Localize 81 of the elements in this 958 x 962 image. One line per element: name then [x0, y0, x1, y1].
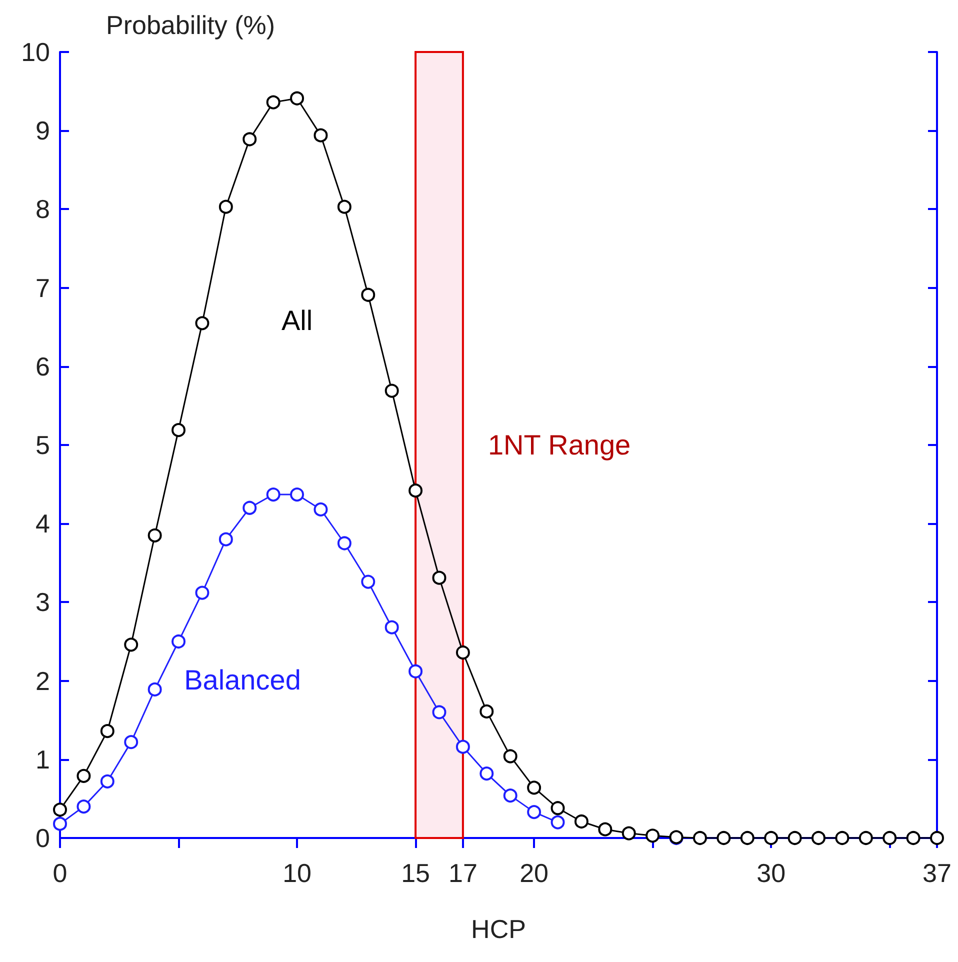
point	[550, 801, 565, 816]
point	[480, 704, 494, 718]
point	[100, 724, 114, 738]
point	[337, 536, 352, 550]
point	[290, 91, 304, 106]
x-tick-label: 20	[520, 858, 549, 888]
point	[195, 586, 210, 600]
point	[788, 831, 802, 845]
point	[384, 384, 399, 398]
point	[218, 532, 233, 546]
y-tick-label: 7	[36, 272, 50, 303]
point	[384, 620, 399, 634]
y-tick-label: 8	[36, 194, 50, 224]
point	[550, 815, 565, 830]
point	[100, 774, 114, 788]
point	[172, 423, 186, 438]
point	[598, 822, 612, 836]
x-tick-label: 10	[282, 858, 312, 888]
point	[148, 528, 162, 542]
point	[432, 705, 446, 720]
point	[930, 831, 944, 845]
point	[218, 200, 233, 214]
point	[242, 132, 257, 146]
point	[76, 800, 91, 814]
y-tick-label: 2	[36, 666, 50, 696]
y-tick-label: 1	[36, 744, 50, 774]
y-tick-label: 6	[36, 351, 50, 382]
point	[314, 502, 328, 516]
point	[242, 500, 257, 515]
x-axis-title: HCP	[471, 914, 526, 944]
point	[124, 735, 138, 750]
point	[906, 831, 920, 845]
point	[740, 831, 754, 845]
point	[692, 831, 707, 845]
point	[527, 805, 542, 820]
point	[408, 484, 423, 498]
point	[361, 574, 376, 589]
point	[646, 828, 660, 843]
point	[835, 831, 850, 845]
x-tick-label: 30	[756, 858, 786, 888]
y-tick-label: 3	[36, 587, 50, 618]
x-tick-label: 15	[401, 858, 430, 888]
point	[361, 288, 376, 302]
point	[456, 646, 470, 660]
point	[858, 831, 873, 845]
point	[290, 488, 304, 502]
point	[76, 768, 91, 783]
point	[266, 488, 280, 502]
series-label: Balanced	[184, 664, 301, 696]
y-tick-label: 0	[36, 823, 50, 853]
point	[812, 831, 826, 845]
point	[148, 682, 162, 696]
point	[337, 200, 352, 214]
y-tick-label: 5	[36, 430, 50, 460]
x-tick-label: 37	[922, 858, 952, 888]
y-tick-label: 10	[21, 37, 50, 67]
point	[574, 814, 588, 828]
point	[53, 802, 67, 817]
point	[764, 831, 778, 845]
point	[480, 766, 494, 781]
y-axis-title: Probability (%)	[106, 10, 276, 40]
point	[314, 128, 328, 142]
point	[53, 816, 67, 831]
band-label: 1NT Range	[488, 430, 631, 460]
point	[172, 634, 186, 648]
point	[882, 831, 897, 845]
point	[266, 95, 280, 110]
point	[432, 570, 446, 585]
y-tick-label: 4	[36, 508, 50, 539]
point	[622, 826, 636, 840]
x-tick-label: 17	[448, 858, 478, 888]
point	[503, 788, 518, 803]
point	[503, 749, 518, 764]
y-tick-label: 9	[36, 116, 50, 146]
point	[195, 316, 210, 330]
point	[527, 780, 542, 795]
point	[408, 664, 423, 678]
point	[124, 638, 138, 652]
point	[716, 831, 731, 845]
point	[456, 740, 470, 754]
series-label: All	[281, 304, 313, 336]
